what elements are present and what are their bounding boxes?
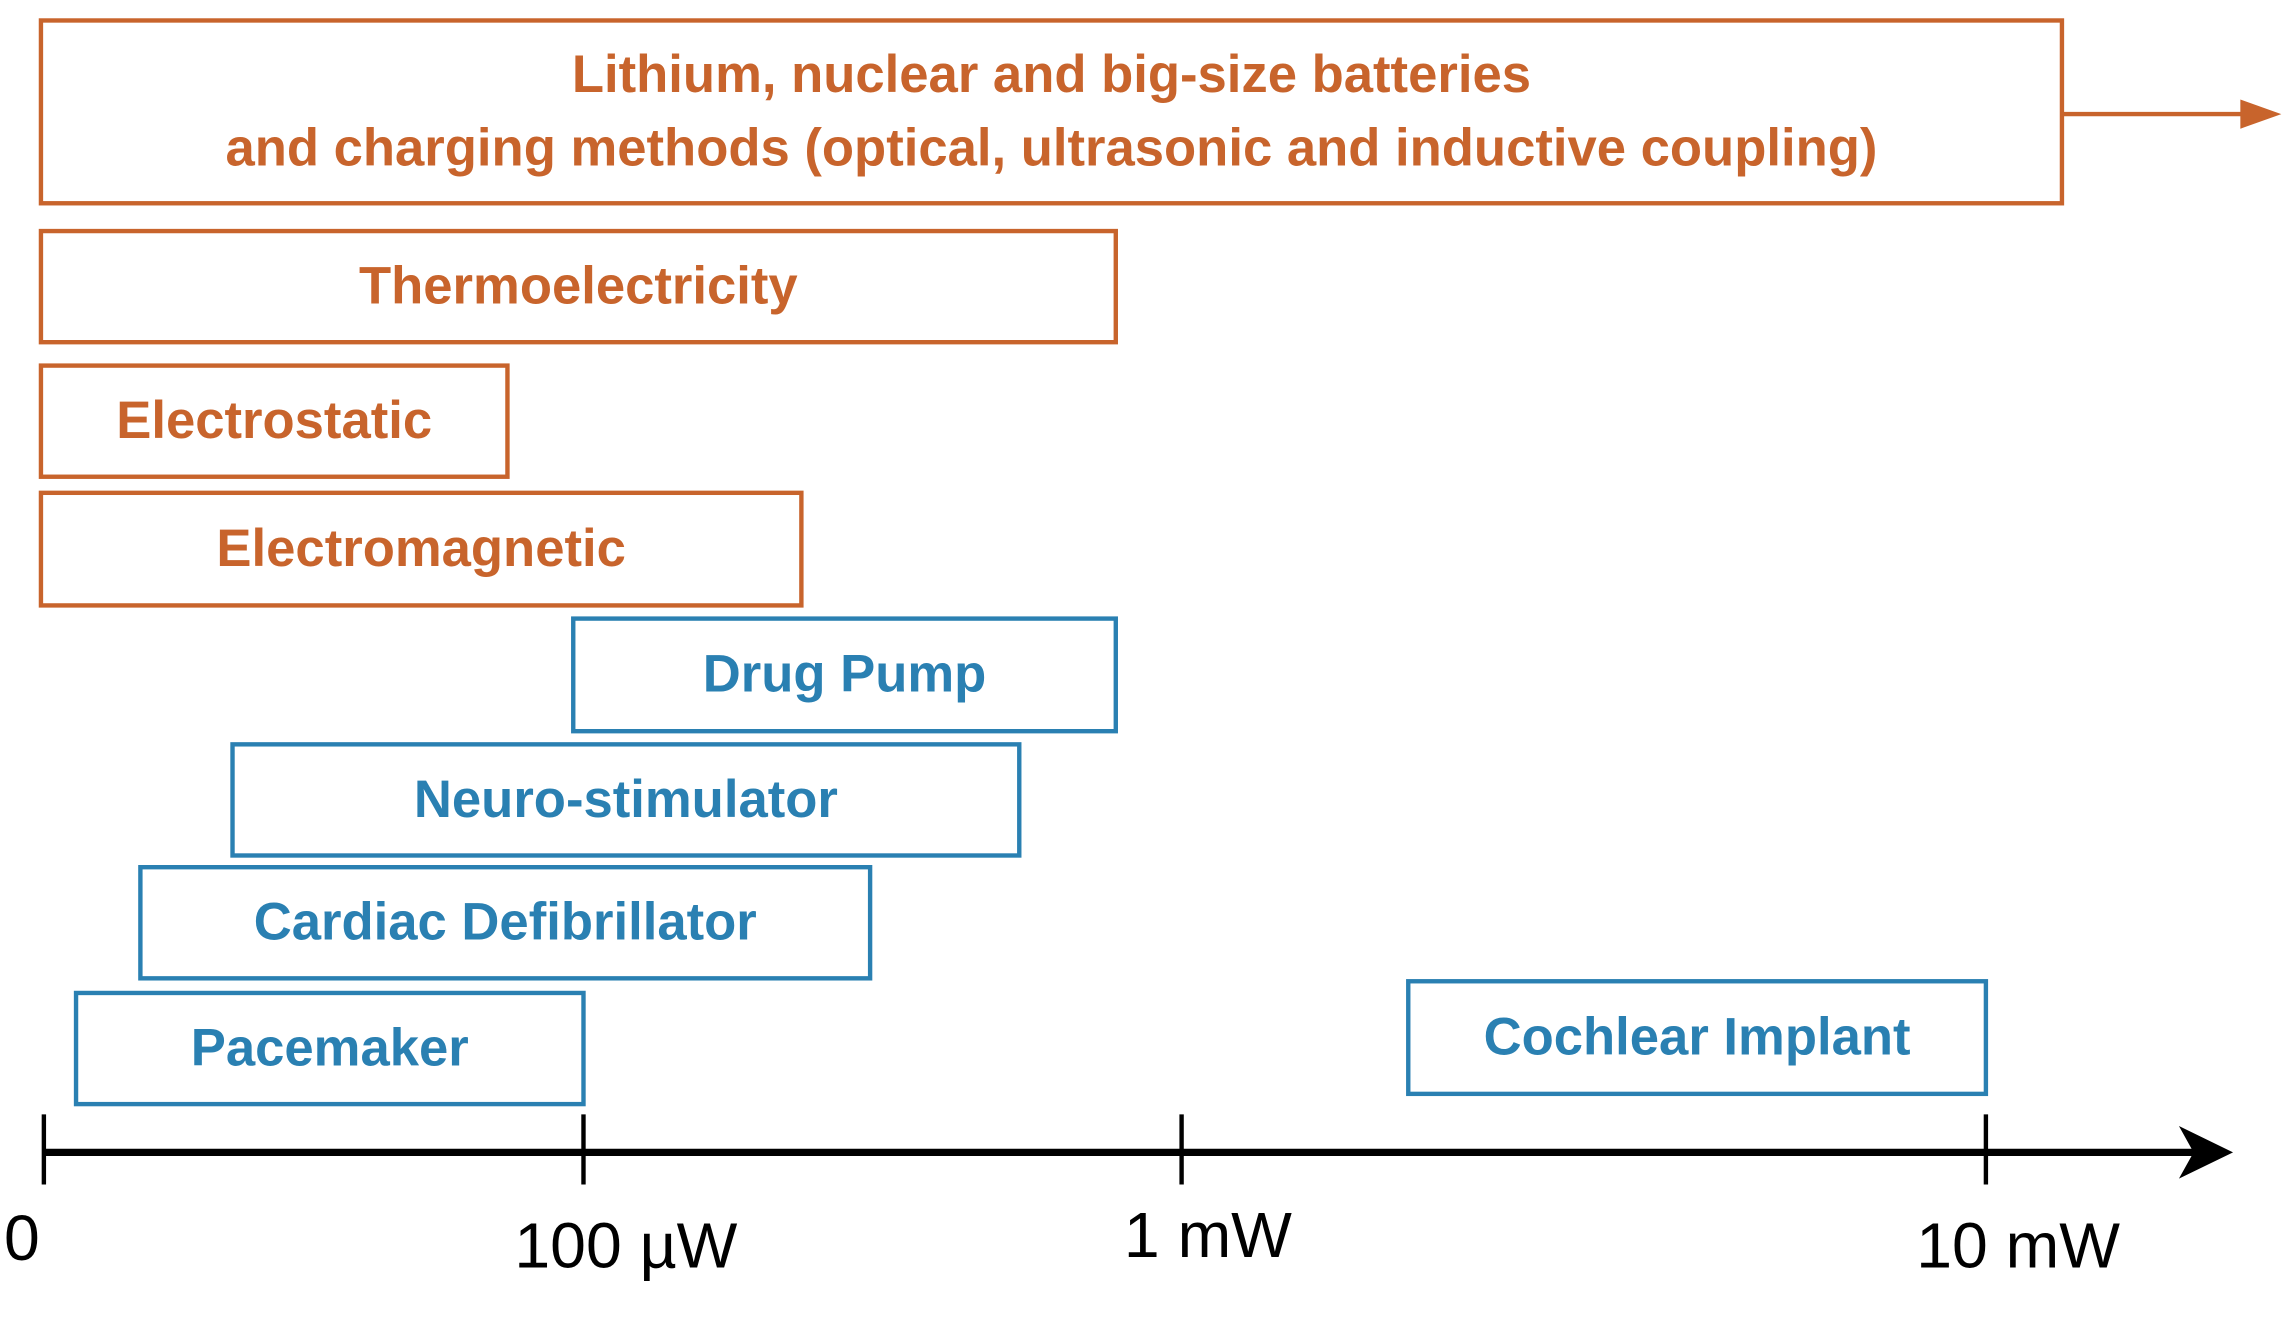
source-box bbox=[38, 363, 510, 479]
source-label: Lithium, nuclear and big-size batteries bbox=[572, 45, 1531, 104]
axis: 0 100 µW 1 mW 10 mW bbox=[4, 1114, 2120, 1281]
source-label: Thermoelectricity bbox=[359, 256, 798, 315]
source-label: Electromagnetic bbox=[216, 519, 625, 578]
source-box bbox=[38, 490, 804, 608]
tick-label: 0 bbox=[4, 1202, 40, 1274]
devices: Drug Pump Neuro-stimulator Cardiac Defibri… bbox=[73, 616, 1989, 1107]
source-label: and charging methods (optical, ultrasoni… bbox=[225, 118, 1877, 177]
device-label: Drug Pump bbox=[703, 645, 987, 704]
device-box bbox=[73, 990, 586, 1107]
device-label: Cochlear Implant bbox=[1484, 1007, 1911, 1066]
device-label: Cardiac Defibrillator bbox=[254, 893, 757, 952]
device-box bbox=[138, 865, 873, 981]
source-box bbox=[38, 228, 1118, 345]
device-box bbox=[1406, 979, 1989, 1097]
device-label: Neuro-stimulator bbox=[414, 770, 838, 829]
device-box bbox=[230, 742, 1022, 858]
tick-label: 100 µW bbox=[514, 1209, 737, 1281]
tick-label: 10 mW bbox=[1916, 1209, 2120, 1281]
source-arrowhead bbox=[2240, 99, 2282, 129]
source-box bbox=[38, 18, 2065, 206]
source-label: Electrostatic bbox=[116, 391, 432, 450]
tick-label: 1 mW bbox=[1124, 1199, 1292, 1271]
device-box bbox=[571, 616, 1118, 734]
sources: Lithium, nuclear and big-size batteries a… bbox=[38, 18, 2065, 608]
device-label: Pacemaker bbox=[191, 1018, 469, 1077]
axis-arrowhead bbox=[2178, 1126, 2234, 1179]
